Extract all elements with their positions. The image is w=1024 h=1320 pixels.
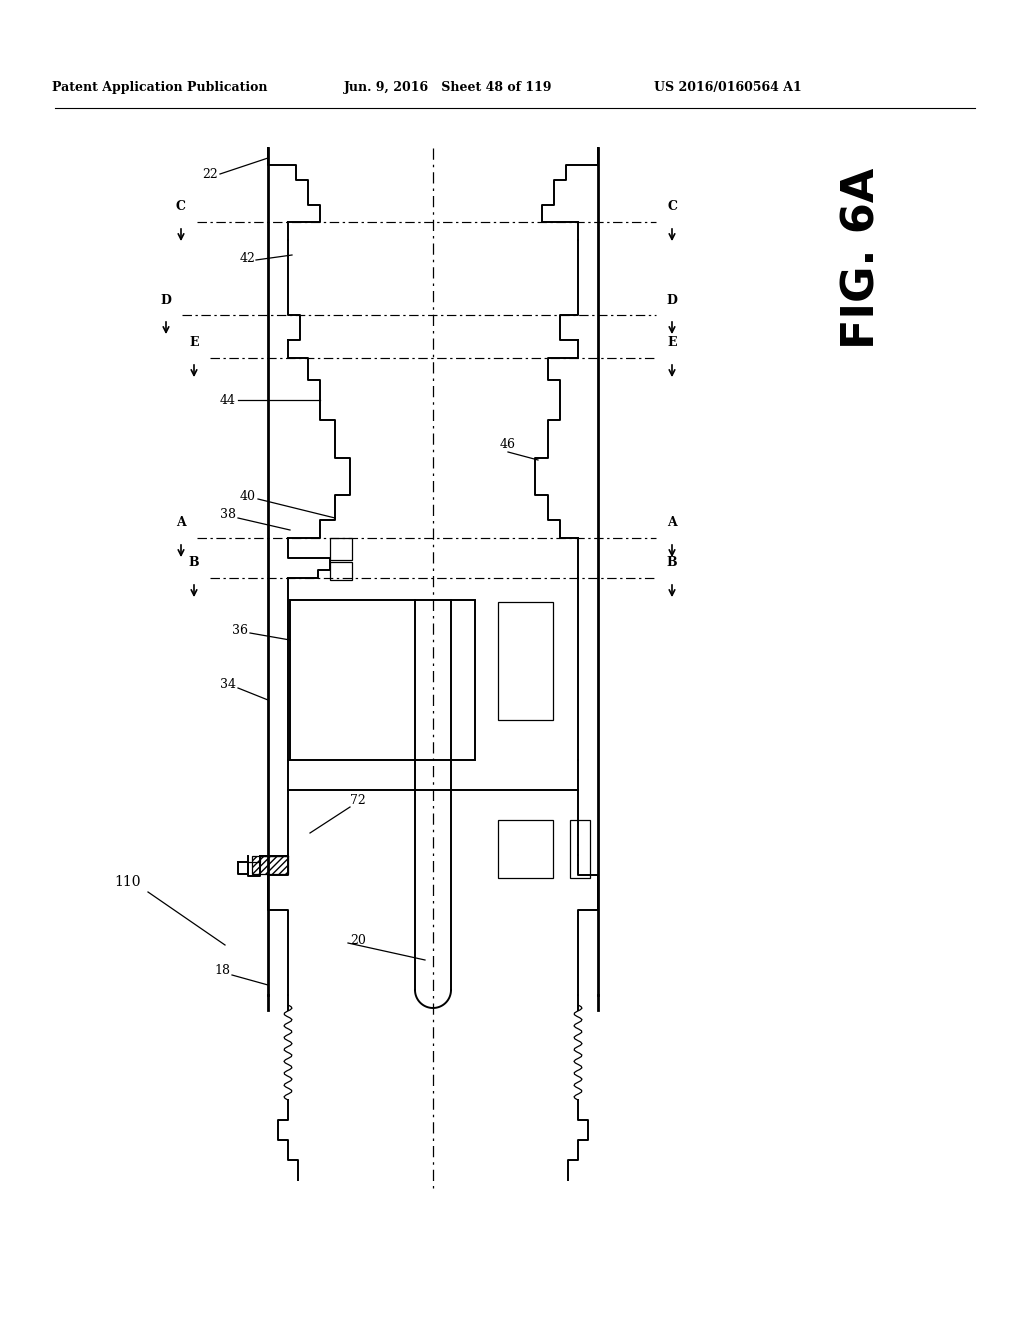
Text: E: E	[189, 337, 199, 350]
Text: Patent Application Publication: Patent Application Publication	[52, 82, 267, 95]
Text: E: E	[668, 337, 677, 350]
Text: 40: 40	[240, 490, 256, 503]
Text: 46: 46	[500, 438, 516, 451]
Bar	[290, 601, 475, 760]
Bar	[570, 820, 590, 878]
Text: FIG. 6A: FIG. 6A	[841, 168, 884, 348]
Text: 38: 38	[220, 508, 236, 521]
Bar	[330, 562, 352, 579]
Bar	[252, 855, 288, 874]
Text: US 2016/0160564 A1: US 2016/0160564 A1	[654, 82, 802, 95]
Text: 72: 72	[350, 793, 366, 807]
Text: 44: 44	[220, 393, 236, 407]
Text: B: B	[667, 557, 677, 569]
Text: B: B	[188, 557, 200, 569]
Text: C: C	[176, 201, 186, 214]
Text: 36: 36	[232, 623, 248, 636]
Text: 34: 34	[220, 678, 236, 692]
Text: D: D	[161, 293, 171, 306]
Text: 22: 22	[202, 168, 218, 181]
Bar	[498, 820, 553, 878]
Text: D: D	[667, 293, 678, 306]
Bar	[330, 539, 352, 560]
Text: 20: 20	[350, 933, 366, 946]
Text: 110: 110	[115, 875, 141, 888]
Text: 42: 42	[240, 252, 256, 264]
Text: 18: 18	[214, 964, 230, 977]
Text: A: A	[667, 516, 677, 529]
Text: A: A	[176, 516, 186, 529]
Text: Jun. 9, 2016   Sheet 48 of 119: Jun. 9, 2016 Sheet 48 of 119	[344, 82, 552, 95]
Bar	[498, 602, 553, 719]
Text: C: C	[667, 201, 677, 214]
